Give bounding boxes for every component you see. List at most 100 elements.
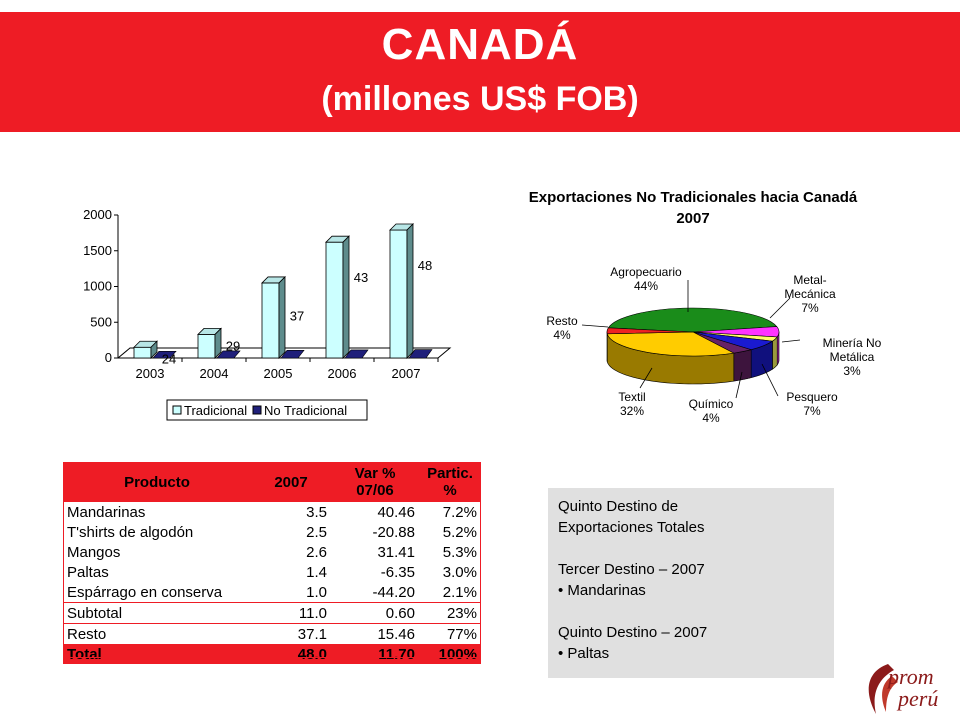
table-cell: Total [63, 644, 251, 664]
bar-side [342, 235, 350, 359]
y-tick-label: 0 [105, 350, 112, 365]
pie-leader-line [735, 371, 743, 399]
header-var-line1: Var % [354, 465, 396, 482]
pie-slice [607, 307, 778, 333]
table-cell: 2.6 [306, 543, 327, 561]
table-cell: 37.1 [251, 623, 331, 644]
y-tick-label: 1000 [83, 279, 112, 294]
data-label: 29 [226, 338, 240, 353]
pie-label: Mecánica [784, 287, 836, 301]
legend-box [166, 399, 368, 421]
header-2007: 2007 [251, 462, 331, 502]
pie-label: 32% [620, 404, 644, 418]
table-row: Paltas 1.4 -6.35 3.0% [63, 562, 481, 582]
page-subtitle: (millones US$ FOB) [321, 80, 639, 118]
table-cell: T'shirts de algodón [67, 523, 194, 541]
table-row: Espárrago en conserva 1.0 -44.20 2.1% [63, 582, 481, 603]
table-cell: 100% [419, 644, 481, 664]
table-cell: 31.41 [377, 543, 415, 561]
table-cell: -44.20 [372, 583, 415, 601]
pie-leader-line [781, 339, 801, 343]
x-tick-label: 2006 [328, 366, 357, 381]
pie-label: 3% [843, 364, 861, 378]
legend-swatch [252, 405, 262, 415]
table-cell: Subtotal [63, 602, 251, 624]
table-cell: 1.4 [306, 563, 327, 581]
header-var: Var % 07/06 [331, 462, 419, 502]
pie-label: 7% [801, 301, 819, 315]
page-title: CANADÁ [381, 20, 579, 69]
table-cell: Paltas [67, 563, 109, 581]
y-tick-label: 500 [90, 314, 112, 329]
table-row: Mangos 2.6 31.41 5.3% [63, 542, 481, 562]
table-cell: 0.60 [331, 602, 419, 624]
pie-subtitle: 2007 [676, 210, 709, 227]
title-banner: CANADÁ (millones US$ FOB) [0, 12, 960, 132]
table-row: Resto 37.1 15.46 77% [63, 623, 481, 644]
pie-title: Exportaciones No Tradicionales hacia Can… [529, 189, 858, 206]
table-cell: 48.0 [251, 644, 331, 664]
info-line: • Paltas [558, 645, 610, 662]
info-line: Exportaciones Totales [558, 519, 705, 536]
bar-no-tradicional [280, 350, 305, 359]
data-label: 37 [290, 308, 304, 323]
table-cell: 3.0% [442, 563, 477, 581]
table-cell: 23% [419, 602, 481, 624]
legend-label: No Tradicional [264, 403, 347, 418]
pie-slice [606, 327, 694, 335]
bar-side [278, 275, 286, 359]
table-cell: 77% [419, 623, 481, 644]
pie-label: 7% [803, 404, 821, 418]
info-box: Quinto Destino de Exportaciones Totales … [548, 488, 834, 678]
table-cell: 3.5 [306, 503, 327, 521]
table-cell: Mandarinas [67, 503, 146, 521]
legend-swatch [172, 405, 182, 415]
data-label: 48 [418, 258, 432, 273]
pie-label: Agropecuario [610, 265, 682, 279]
table-cell: Mangos [67, 543, 121, 561]
bar-no-tradicional [216, 350, 241, 359]
table-cell: -20.88 [372, 523, 415, 541]
info-line: Tercer Destino – 2007 [558, 561, 705, 578]
table-cell: 11.0 [251, 602, 331, 624]
x-tick-label: 2007 [392, 366, 421, 381]
info-line: • Mandarinas [558, 582, 646, 599]
bar-no-tradicional [408, 349, 433, 359]
pie-leader-line [639, 367, 653, 389]
logo-text-1: prom [888, 664, 934, 689]
promperu-logo: prom perú [858, 662, 954, 716]
bar-side [150, 340, 158, 359]
table-cell: 1.0 [306, 583, 327, 601]
table-cell: Espárrago en conserva [67, 583, 223, 601]
pie-label: 4% [702, 411, 720, 425]
table-row: Mandarinas 3.5 40.46 7.2% [63, 502, 481, 522]
table-cell: 15.46 [331, 623, 419, 644]
pie-label: Textil [618, 390, 645, 404]
pie-slice-side [733, 349, 752, 382]
header-var-line2: 07/06 [356, 482, 394, 499]
table-row: T'shirts de algodón 2.5 -20.88 5.2% [63, 522, 481, 542]
info-line: Quinto Destino de [558, 498, 679, 515]
table-header-row: Producto 2007 Var % 07/06 Partic. % [63, 462, 481, 502]
table-cell: 2.1% [442, 583, 477, 601]
table-row: Total 48.0 11.70 100% [63, 644, 481, 664]
x-tick-label: 2004 [200, 366, 229, 381]
product-table: Producto 2007 Var % 07/06 Partic. % Manda… [63, 462, 481, 664]
pie-label: 44% [634, 279, 658, 293]
data-label: 24 [162, 351, 176, 366]
pie-label: Resto [546, 314, 578, 328]
table-cell: 5.2% [442, 523, 477, 541]
header-partic: Partic. % [419, 462, 481, 502]
pie-label: Pesquero [786, 390, 838, 404]
pie-label: Metal- [793, 273, 826, 287]
x-tick-label: 2003 [136, 366, 165, 381]
table-cell: 5.3% [442, 543, 477, 561]
bar-floor [117, 347, 452, 359]
pie-label: Metálica [830, 350, 875, 364]
pie-slice-side [772, 336, 778, 370]
table-cell: 2.5 [306, 523, 327, 541]
pie-slice [606, 331, 735, 357]
x-tick-label: 2005 [264, 366, 293, 381]
bar-no-tradicional [344, 349, 369, 359]
